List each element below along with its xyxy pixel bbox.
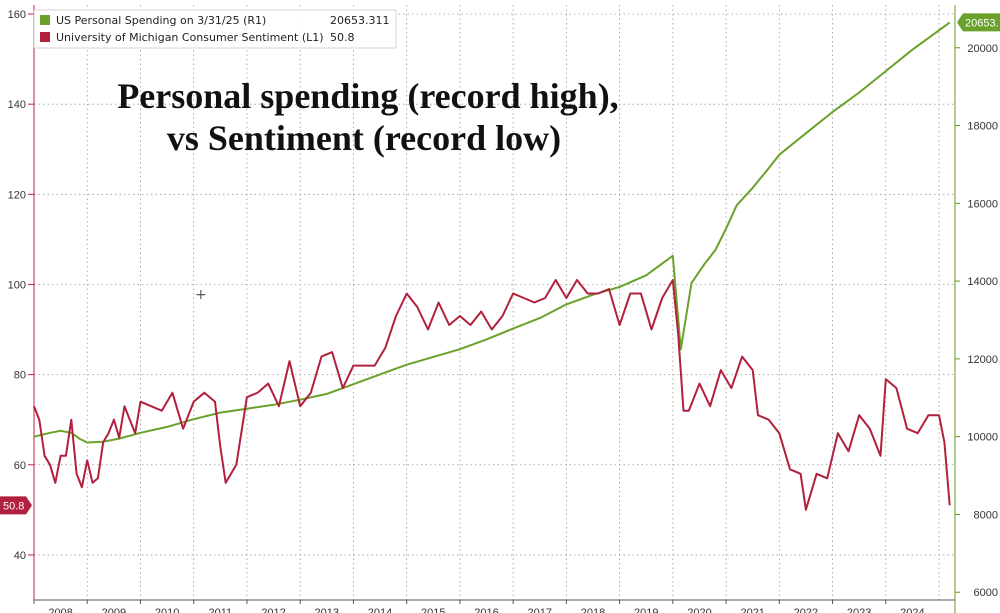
x-tick-label: 2018 xyxy=(581,607,605,613)
x-tick-label: 2014 xyxy=(368,607,392,613)
right-tick-label: 6000 xyxy=(974,587,998,599)
series-layer xyxy=(33,21,951,511)
x-tick-label: 2015 xyxy=(421,607,445,613)
right-tick-label: 20000 xyxy=(967,43,998,55)
x-tick-label: 2012 xyxy=(261,607,285,613)
legend-value-sentiment: 50.8 xyxy=(330,31,355,44)
chart-subtitle: vs Sentiment (record low) xyxy=(167,118,561,158)
x-tick-label: 2021 xyxy=(740,607,764,613)
grid xyxy=(34,5,955,600)
chart-title: Personal spending (record high), xyxy=(117,76,618,116)
left-tick-label: 100 xyxy=(8,279,26,291)
left-tick-label: 40 xyxy=(14,550,26,562)
x-tick-label: 2011 xyxy=(209,607,233,613)
legend-label-spending: US Personal Spending on 3/31/25 (R1) xyxy=(56,14,266,27)
x-tick-label: 2022 xyxy=(794,607,818,613)
left-tick-label: 80 xyxy=(14,370,26,382)
x-tick-label: 2013 xyxy=(315,607,339,613)
x-tick-label: 2009 xyxy=(102,607,126,613)
legend-label-sentiment: University of Michigan Consumer Sentimen… xyxy=(56,31,324,44)
right-tick-label: 18000 xyxy=(967,121,998,133)
series-line-spending xyxy=(33,21,951,444)
legend-swatch-sentiment xyxy=(40,32,50,42)
x-tick-label: 2023 xyxy=(847,607,871,613)
cursor-crosshair-icon: + xyxy=(195,287,207,303)
x-tick-label: 2024 xyxy=(900,607,924,613)
legend-box xyxy=(33,9,397,49)
x-tick-label: 2016 xyxy=(474,607,498,613)
spending-last-value-tag xyxy=(957,13,1000,32)
left-tick-label: 160 xyxy=(8,9,26,21)
axis-value-labels: 20653. 50.8 xyxy=(0,13,1000,515)
x-tick-label: 2019 xyxy=(634,607,658,613)
x-tick-label: 2008 xyxy=(48,607,72,613)
sentiment-last-value-tag xyxy=(0,496,32,515)
right-tick-label: 8000 xyxy=(974,509,998,521)
right-tick-label: 10000 xyxy=(967,432,998,444)
spending-last-value-label: 20653. xyxy=(965,17,999,29)
x-tick-label: 2010 xyxy=(155,607,179,613)
x-tick-label: 2020 xyxy=(687,607,711,613)
right-tick-label: 16000 xyxy=(967,198,998,210)
right-tick-label: 14000 xyxy=(967,276,998,288)
legend-value-spending: 20653.311 xyxy=(330,14,390,27)
legend: US Personal Spending on 3/31/25 (R1) 206… xyxy=(33,9,397,49)
left-tick-label: 120 xyxy=(8,189,26,201)
left-tick-label: 140 xyxy=(8,99,26,111)
legend-swatch-spending xyxy=(40,15,50,25)
series-line-sentiment xyxy=(33,279,951,511)
x-tick-label: 2017 xyxy=(528,607,552,613)
sentiment-last-value-label: 50.8 xyxy=(3,500,24,512)
left-tick-label: 60 xyxy=(14,460,26,472)
right-tick-label: 12000 xyxy=(967,354,998,366)
axes: 40 60 80 100 120 140 160 6000 8000 10000 12000 1400… xyxy=(8,5,998,613)
